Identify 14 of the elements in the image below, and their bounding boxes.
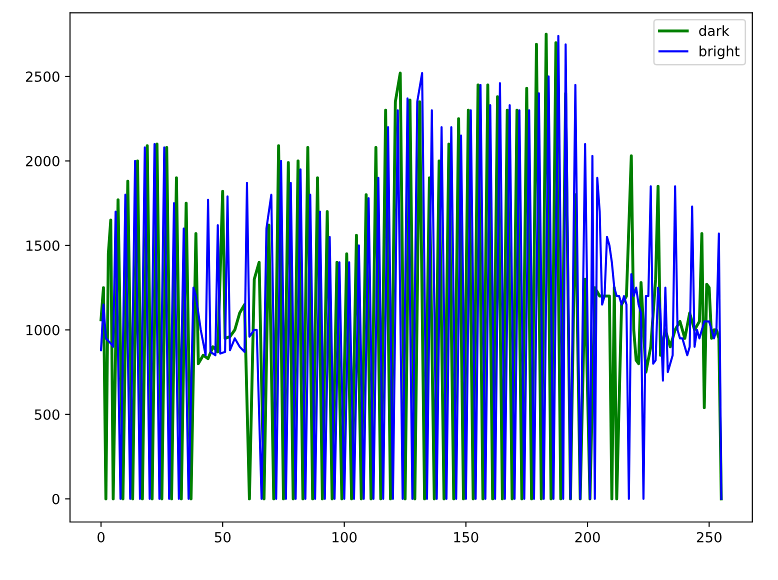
x-tick-label: 0 — [98, 532, 105, 542]
y-tick-label: 1000 — [26, 324, 60, 336]
x-tick-label: 250 — [696, 532, 722, 542]
y-tick-label: 0 — [52, 494, 60, 504]
x-tick-label: 100 — [332, 532, 357, 542]
y-tick-label: 500 — [34, 409, 60, 420]
y-tick-label: 2000 — [26, 156, 60, 166]
y-tick-label: 2500 — [26, 71, 60, 82]
x-tick-label: 200 — [575, 532, 600, 542]
x-tick-label: 50 — [214, 532, 231, 542]
y-tick-label: 1500 — [26, 240, 60, 251]
legend-label: dark — [699, 25, 730, 36]
x-tick-label: 150 — [454, 532, 478, 542]
legend-label: bright — [700, 46, 740, 60]
